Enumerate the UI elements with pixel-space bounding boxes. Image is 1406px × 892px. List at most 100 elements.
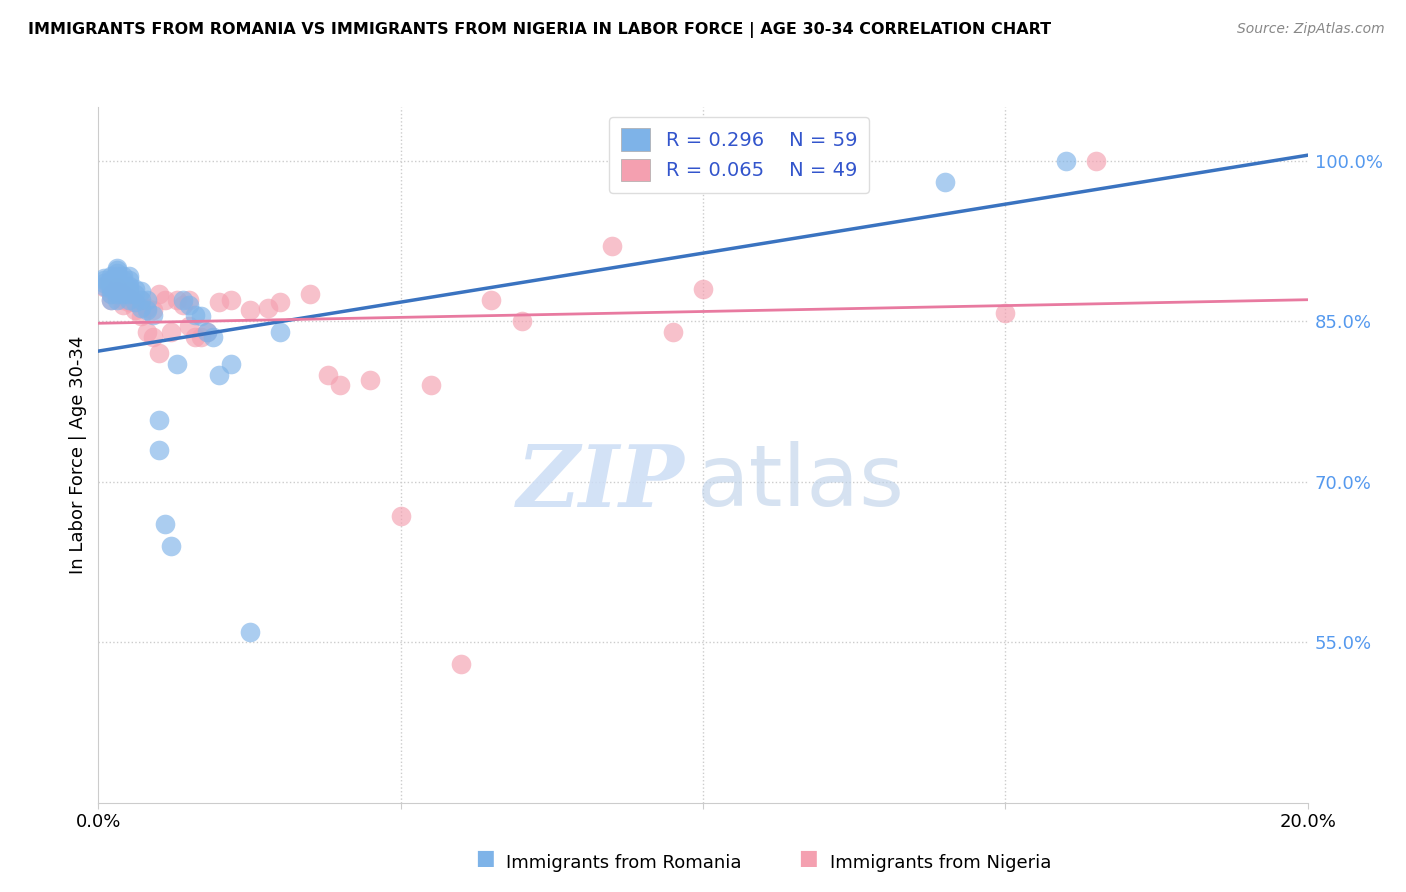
Point	[142, 308, 165, 322]
Point	[111, 278, 134, 293]
Point	[160, 539, 183, 553]
Point	[93, 276, 115, 290]
Point	[1054, 153, 1077, 168]
Point	[239, 303, 262, 318]
Point	[105, 277, 128, 291]
Point	[118, 269, 141, 284]
Point	[450, 657, 472, 671]
Point	[172, 298, 194, 312]
Point	[100, 293, 122, 307]
Point	[172, 293, 194, 307]
Point	[124, 287, 146, 301]
Point	[148, 412, 170, 426]
Point	[135, 301, 157, 316]
Point	[135, 325, 157, 339]
Point	[105, 273, 128, 287]
Point	[100, 287, 122, 301]
Point	[111, 273, 134, 287]
Text: ■: ■	[799, 848, 818, 868]
Point	[105, 266, 128, 280]
Point	[208, 368, 231, 382]
Point	[329, 378, 352, 392]
Point	[142, 330, 165, 344]
Point	[166, 357, 188, 371]
Text: Immigrants from Nigeria: Immigrants from Nigeria	[830, 855, 1050, 872]
Point	[105, 282, 128, 296]
Legend: R = 0.296    N = 59, R = 0.065    N = 49: R = 0.296 N = 59, R = 0.065 N = 49	[609, 117, 869, 193]
Point	[934, 175, 956, 189]
Point	[105, 287, 128, 301]
Point	[202, 330, 225, 344]
Point	[129, 293, 152, 307]
Point	[481, 293, 503, 307]
Point	[118, 293, 141, 307]
Text: Source: ZipAtlas.com: Source: ZipAtlas.com	[1237, 22, 1385, 37]
Point	[153, 517, 176, 532]
Point	[105, 284, 128, 298]
Point	[111, 298, 134, 312]
Point	[129, 293, 152, 307]
Point	[105, 284, 128, 298]
Point	[118, 282, 141, 296]
Point	[269, 294, 291, 309]
Point	[256, 301, 278, 316]
Text: ■: ■	[475, 848, 495, 868]
Point	[124, 294, 146, 309]
Point	[1085, 153, 1108, 168]
Point	[105, 262, 128, 277]
Point	[129, 309, 152, 323]
Point	[160, 325, 183, 339]
Point	[316, 368, 339, 382]
Point	[124, 303, 146, 318]
Point	[118, 273, 141, 287]
Point	[118, 284, 141, 298]
Point	[692, 282, 714, 296]
Point	[118, 287, 141, 301]
Point	[179, 298, 201, 312]
Point	[221, 357, 243, 371]
Point	[994, 305, 1017, 319]
Point	[93, 271, 115, 285]
Point	[93, 278, 115, 293]
Point	[195, 325, 218, 339]
Point	[420, 378, 443, 392]
Point	[129, 301, 152, 316]
Point	[184, 308, 207, 322]
Text: Immigrants from Romania: Immigrants from Romania	[506, 855, 741, 872]
Point	[100, 293, 122, 307]
Point	[662, 325, 685, 339]
Point	[148, 346, 170, 360]
Point	[100, 269, 122, 284]
Point	[100, 287, 122, 301]
Point	[389, 508, 412, 523]
Point	[195, 325, 218, 339]
Point	[135, 303, 157, 318]
Point	[105, 280, 128, 294]
Text: atlas: atlas	[697, 442, 905, 524]
Point	[166, 293, 188, 307]
Point	[179, 319, 201, 334]
Point	[100, 276, 122, 290]
Point	[124, 294, 146, 309]
Point	[299, 287, 322, 301]
Point	[135, 293, 157, 307]
Point	[111, 287, 134, 301]
Point	[360, 373, 382, 387]
Point	[118, 278, 141, 293]
Point	[118, 291, 141, 305]
Point	[179, 293, 201, 307]
Point	[93, 273, 115, 287]
Point	[111, 293, 134, 307]
Point	[100, 282, 122, 296]
Point	[93, 280, 115, 294]
Point	[105, 293, 128, 307]
Point	[100, 273, 122, 287]
Point	[118, 294, 141, 309]
Point	[208, 294, 231, 309]
Point	[111, 269, 134, 284]
Point	[129, 284, 152, 298]
Point	[602, 239, 624, 253]
Point	[190, 330, 212, 344]
Point	[148, 287, 170, 301]
Point	[221, 293, 243, 307]
